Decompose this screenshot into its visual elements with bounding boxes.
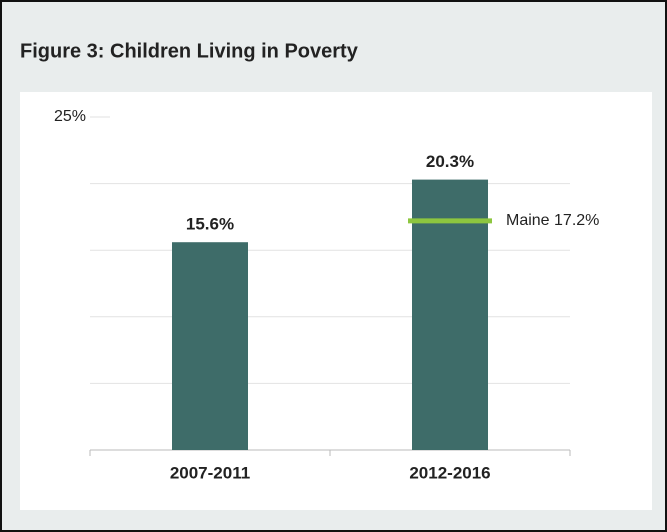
- x-tick-label: 2012-2016: [409, 463, 490, 482]
- bar: [172, 242, 248, 450]
- bar: [412, 179, 488, 450]
- reference-label: Maine 17.2%: [506, 212, 599, 229]
- plot-panel: [20, 92, 652, 510]
- y-tick-label: 25%: [54, 108, 86, 125]
- x-tick-label: 2007-2011: [170, 463, 250, 482]
- chart-title: Figure 3: Children Living in Poverty: [20, 40, 359, 62]
- value-label: 15.6%: [186, 215, 234, 234]
- value-label: 20.3%: [426, 152, 474, 171]
